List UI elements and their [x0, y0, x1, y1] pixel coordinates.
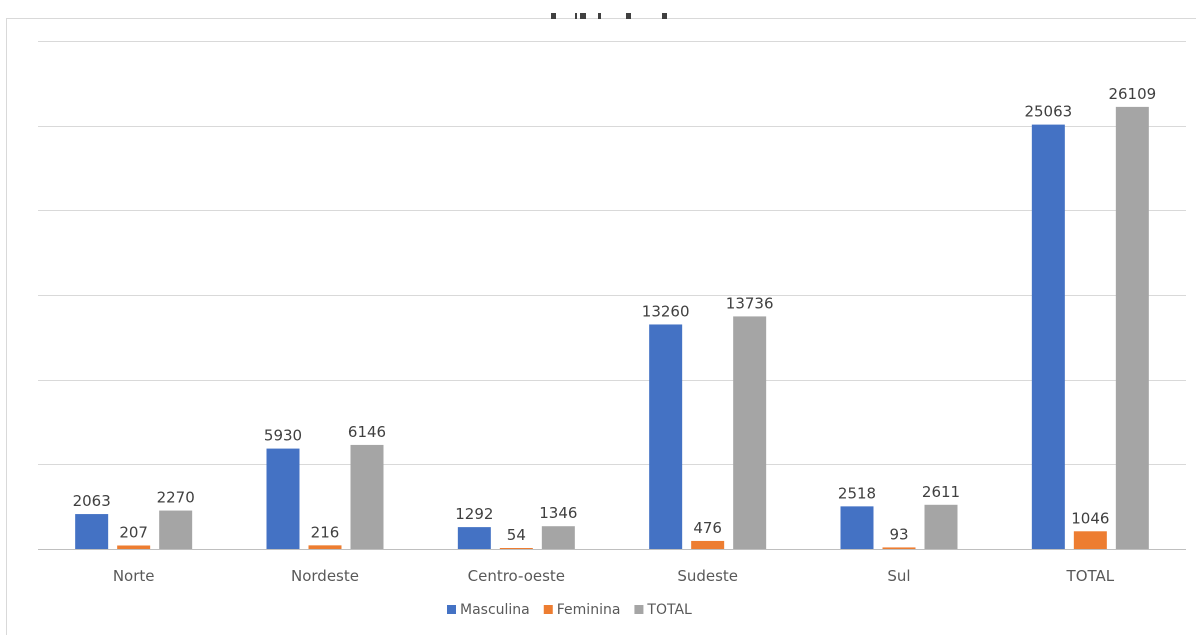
bar-feminina-3 [691, 540, 725, 549]
data-label: 93 [889, 525, 908, 543]
legend-label: Masculina [460, 602, 530, 618]
data-label: 13260 [642, 302, 690, 320]
data-label: 5930 [264, 427, 302, 445]
data-label: 1346 [539, 504, 577, 522]
legend-label: Feminina [557, 602, 621, 618]
bar-masculina-5 [1031, 124, 1065, 550]
data-label: 2063 [73, 492, 111, 510]
category-label: TOTAL [1066, 567, 1115, 585]
data-label: 2611 [922, 483, 960, 501]
legend: Masculina Feminina TOTAL [447, 602, 692, 618]
data-label: 1292 [455, 505, 493, 523]
data-labels: 2063 207 2270 5930 216 6146 1292 54 1346 13260 476… [73, 85, 1157, 544]
data-label: 2270 [157, 489, 195, 507]
legend-swatch [543, 605, 553, 614]
category-label: Sudeste [677, 567, 738, 585]
bar-total-3 [733, 316, 767, 549]
data-label: 207 [119, 523, 148, 541]
bar-feminina-5 [1073, 531, 1107, 549]
bar-total-1 [350, 444, 384, 549]
bar-total-0 [159, 510, 193, 549]
legend-label: TOTAL [646, 602, 692, 618]
legend-swatch [447, 605, 456, 614]
bar-masculina-2 [457, 527, 491, 549]
data-label: 6146 [348, 423, 386, 441]
bar-total-4 [924, 504, 958, 549]
data-label: 26109 [1108, 85, 1156, 103]
data-label: 216 [311, 523, 340, 541]
bar-total-2 [541, 526, 575, 549]
bar-total-5 [1115, 106, 1149, 549]
category-label: Norte [113, 567, 155, 585]
title-fragment [551, 13, 667, 19]
bar-feminina-4 [882, 547, 916, 549]
data-label: 13736 [726, 294, 774, 312]
data-label: 476 [693, 519, 722, 537]
category-label: Centro-oeste [468, 567, 565, 585]
bar-feminina-2 [499, 548, 533, 549]
category-label: Sul [887, 567, 910, 585]
bar-feminina-1 [308, 545, 342, 549]
gridlines [38, 41, 1186, 550]
data-label: 1046 [1071, 509, 1109, 527]
data-label: 54 [507, 526, 526, 544]
bar-masculina-1 [266, 448, 300, 549]
data-label: 2518 [838, 484, 876, 502]
bar-masculina-4 [840, 506, 874, 549]
legend-swatch [634, 605, 644, 614]
bar-feminina-0 [117, 545, 151, 549]
category-labels: Norte Nordeste Centro-oeste Sudeste Sul TOTAL [113, 567, 1115, 585]
bars [75, 106, 1149, 550]
bar-masculina-3 [649, 324, 683, 549]
data-label: 25063 [1024, 103, 1072, 121]
category-label: Nordeste [291, 567, 359, 585]
bar-masculina-0 [75, 514, 109, 549]
